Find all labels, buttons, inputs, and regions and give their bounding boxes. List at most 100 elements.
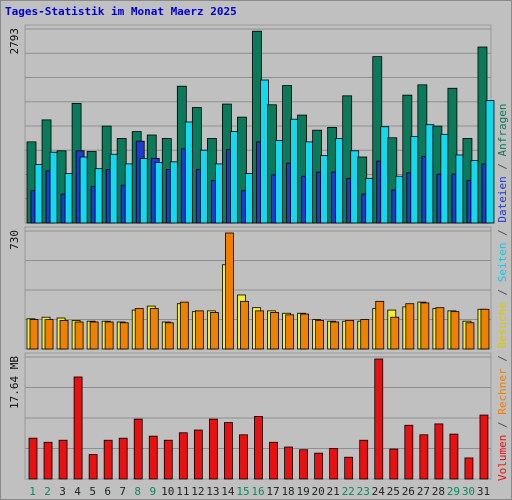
bar-rechner-day-15 [240, 300, 249, 350]
legend-label-part: Rechner [496, 368, 509, 415]
bar-volumen-day-5 [88, 454, 98, 480]
bar-rechner-day-10 [164, 322, 174, 350]
x-tick-label: 16 [251, 485, 264, 498]
bar-volumen-day-7 [118, 437, 128, 480]
bar-rechner-day-16 [255, 310, 264, 350]
x-tick-label: 28 [432, 485, 445, 498]
x-tick-label: 11 [176, 485, 189, 498]
y-max-label-mid: 730 [8, 230, 21, 250]
bar-volumen-day-8 [133, 418, 143, 480]
x-tick-label: 1 [29, 485, 36, 498]
x-tick-label: 13 [206, 485, 219, 498]
bar-volumen-day-13 [208, 418, 218, 480]
bar-rechner-day-26 [405, 303, 415, 350]
bar-volumen-day-6 [103, 439, 113, 480]
x-tick-label: 30 [462, 485, 475, 498]
legend-label-part: / [496, 415, 509, 435]
x-tick-label: 25 [387, 485, 400, 498]
legend-label-part: Volumen [496, 435, 509, 481]
x-tick-label: 26 [402, 485, 415, 498]
x-tick-label: 7 [119, 485, 126, 498]
bar-rechner-day-31 [480, 308, 490, 350]
x-tick-label: 4 [74, 485, 81, 498]
bar-volumen-day-3 [58, 439, 68, 480]
legend-label-part: Dateien [496, 176, 509, 222]
legend-label-part: / [496, 223, 509, 243]
bar-rechner-day-13 [209, 312, 219, 350]
x-tick-label: 27 [417, 485, 430, 498]
bar-volumen-day-30 [464, 457, 474, 480]
bar-volumen-day-24 [374, 358, 384, 480]
bar-rechner-day-22 [345, 319, 355, 350]
bar-volumen-day-20 [314, 452, 324, 480]
bar-rechner-day-8 [134, 308, 144, 350]
x-tick-label: 21 [327, 485, 340, 498]
bar-volumen-day-23 [359, 439, 369, 480]
bar-rechner-day-11 [179, 301, 189, 350]
x-tick-label: 5 [89, 485, 96, 498]
bar-rechner-day-19 [300, 313, 309, 350]
bar-rechner-day-30 [465, 322, 475, 350]
bar-rechner-day-4 [74, 321, 84, 350]
x-tick-label: 23 [357, 485, 370, 498]
bar-volumen-day-27 [419, 434, 429, 480]
legend-label-part: / [496, 156, 509, 176]
x-tick-label: 29 [447, 485, 460, 498]
x-tick-label: 6 [104, 485, 111, 498]
bar-rechner-day-17 [270, 312, 279, 350]
bar-volumen-day-10 [163, 439, 173, 480]
bar-rechner-day-9 [149, 308, 159, 350]
bar-rechner-day-18 [285, 314, 294, 350]
x-tick-label: 19 [296, 485, 309, 498]
bar-volumen-day-15 [239, 434, 248, 480]
x-tick-label: 17 [266, 485, 279, 498]
x-tick-label: 3 [59, 485, 66, 498]
legend-label-part: / [496, 349, 509, 369]
bar-volumen-day-22 [344, 456, 354, 480]
bar-rechner-day-21 [330, 321, 340, 350]
chart-title: Tages-Statistik im Monat Maerz 2025 [5, 5, 237, 18]
bar-volumen-day-1 [28, 437, 38, 480]
x-tick-label: 14 [221, 485, 235, 498]
x-tick-label: 9 [149, 485, 156, 498]
bar-seiten-day-31 [485, 100, 495, 224]
x-tick-label: 31 [477, 485, 490, 498]
bar-volumen-day-25 [389, 448, 399, 480]
x-tick-label: 22 [342, 485, 355, 498]
bar-rechner-day-1 [29, 319, 39, 350]
bar-volumen-day-4 [73, 376, 83, 480]
bar-volumen-day-11 [178, 432, 188, 480]
x-tick-label: 15 [236, 485, 249, 498]
bar-rechner-day-3 [59, 319, 69, 350]
legend-label-part: Besuche [496, 302, 509, 348]
bar-volumen-day-21 [329, 447, 339, 480]
bar-volumen-day-31 [479, 414, 489, 480]
bar-rechner-day-5 [89, 321, 99, 350]
bar-rechner-day-2 [44, 319, 54, 350]
x-tick-label: 12 [191, 485, 204, 498]
bar-rechner-day-14 [225, 232, 234, 350]
bar-rechner-day-23 [360, 319, 370, 350]
bar-volumen-day-17 [269, 441, 278, 480]
x-tick-label: 10 [161, 485, 174, 498]
bar-volumen-day-12 [193, 429, 203, 480]
bar-rechner-day-28 [435, 307, 445, 350]
bar-volumen-day-14 [224, 422, 233, 480]
x-tick-label: 18 [281, 485, 294, 498]
y-max-label-top: 2793 [8, 28, 21, 55]
bar-rechner-day-29 [450, 311, 460, 350]
bar-rechner-day-24 [375, 300, 385, 350]
bar-volumen-day-18 [284, 446, 293, 480]
bar-volumen-day-26 [404, 424, 414, 480]
bar-rechner-day-7 [119, 322, 129, 350]
bar-rechner-day-12 [194, 310, 204, 350]
bar-rechner-day-25 [390, 316, 400, 350]
x-tick-label: 8 [134, 485, 141, 498]
y-max-label-bot: 17.64 MB [8, 356, 21, 409]
legend-label-part: / [496, 282, 509, 302]
bar-volumen-day-2 [43, 441, 53, 480]
bar-rechner-day-6 [104, 321, 114, 350]
legend-label: Volumen / Rechner / Besuche / Seiten / D… [496, 103, 509, 481]
